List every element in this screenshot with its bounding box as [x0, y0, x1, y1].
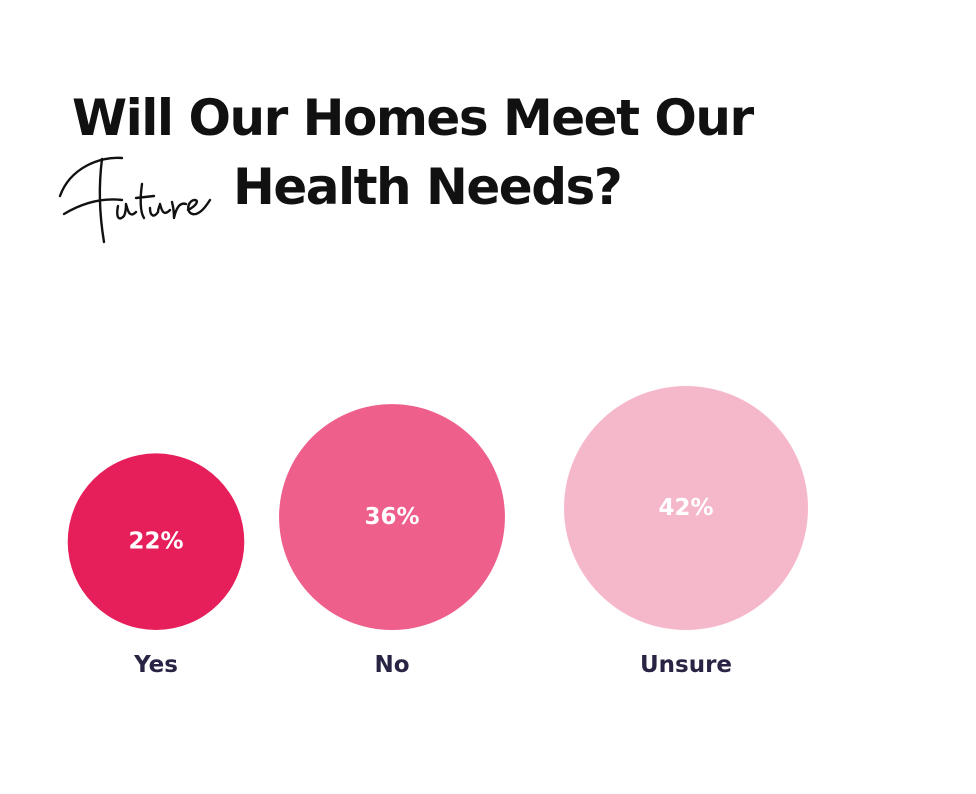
category-label: Unsure [640, 652, 732, 678]
script-word-future [58, 156, 212, 244]
bubble-value-label: 42% [658, 495, 713, 521]
category-label: No [374, 652, 409, 678]
bubble-value-label: 22% [128, 529, 183, 555]
bubble-no [279, 404, 505, 630]
bubble-unsure [564, 386, 808, 630]
bubble-value-label: 36% [364, 504, 419, 530]
bubble-yes [67, 453, 245, 630]
category-label: Yes [133, 652, 178, 678]
chart-title-line-2: Health Needs? [233, 158, 623, 216]
chart-title-line-1: Will Our Homes Meet Our [72, 89, 754, 147]
